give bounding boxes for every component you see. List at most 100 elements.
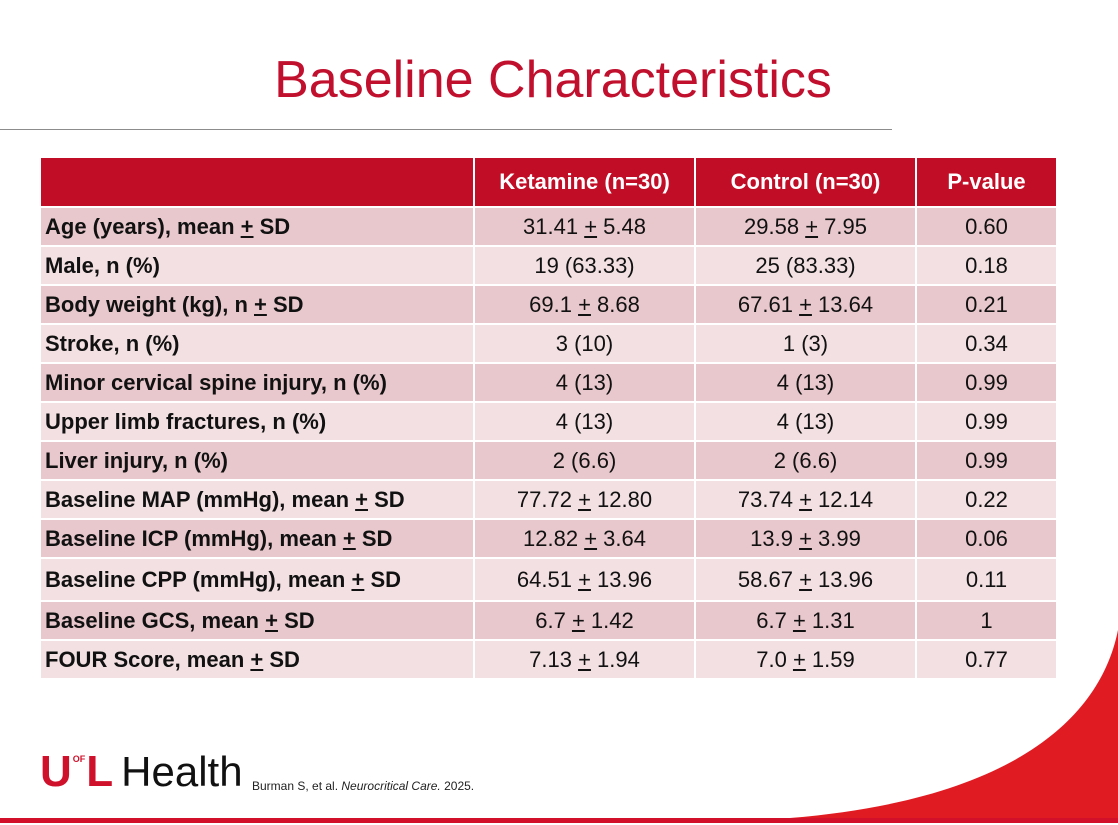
row-label: Male, n (%) bbox=[41, 247, 473, 284]
data-cell: 0.77 bbox=[917, 641, 1056, 678]
data-cell: 6.7 + 1.42 bbox=[475, 602, 694, 639]
plus-minus: + bbox=[799, 566, 812, 592]
data-cell: 1 (3) bbox=[696, 325, 915, 362]
header-cell: Ketamine (n=30) bbox=[475, 158, 694, 206]
row-label: Upper limb fractures, n (%) bbox=[41, 403, 473, 440]
logo-of: OF bbox=[72, 754, 86, 764]
table-row: Baseline ICP (mmHg), mean + SD 12.82 + 3.… bbox=[41, 520, 1056, 557]
data-cell: 29.58 + 7.95 bbox=[696, 208, 915, 245]
table-row: Liver injury, n (%) 2 (6.6) 2 (6.6) 0.99 bbox=[41, 442, 1056, 479]
citation-journal: Neurocritical Care. bbox=[341, 779, 441, 793]
plus-minus: + bbox=[805, 213, 819, 239]
data-cell: 0.99 bbox=[917, 403, 1056, 440]
table-row: Body weight (kg), n + SD 69.1 + 8.68 67.61… bbox=[41, 286, 1056, 323]
data-cell: 0.60 bbox=[917, 208, 1056, 245]
table-row: Male, n (%) 19 (63.33) 25 (83.33) 0.18 bbox=[41, 247, 1056, 284]
table-row: Age (years), mean + SD 31.41 + 5.48 29.58 … bbox=[41, 208, 1056, 245]
logo: U OF L Health bbox=[40, 747, 243, 796]
data-cell: 6.7 + 1.31 bbox=[696, 602, 915, 639]
table-row: FOUR Score, mean + SD 7.13 + 1.94 7.0 + 1.… bbox=[41, 641, 1056, 678]
plus-minus: + bbox=[578, 291, 591, 317]
logo-l: L bbox=[86, 747, 114, 796]
data-cell: 58.67 + 13.96 bbox=[696, 559, 915, 600]
table: Ketamine (n=30) Control (n=30) P-value Age… bbox=[39, 156, 1058, 680]
table-row: Baseline CPP (mmHg), mean + SD 64.51 + 13… bbox=[41, 559, 1056, 600]
plus-minus: + bbox=[578, 486, 591, 512]
data-cell: 31.41 + 5.48 bbox=[475, 208, 694, 245]
plus-minus: + bbox=[250, 646, 264, 672]
data-cell: 0.18 bbox=[917, 247, 1056, 284]
plus-minus: + bbox=[799, 486, 812, 512]
plus-minus: + bbox=[355, 486, 368, 512]
data-cell: 7.13 + 1.94 bbox=[475, 641, 694, 678]
data-cell: 0.99 bbox=[917, 442, 1056, 479]
divider bbox=[0, 129, 892, 130]
data-cell: 12.82 + 3.64 bbox=[475, 520, 694, 557]
header-cell: Control (n=30) bbox=[696, 158, 915, 206]
data-cell: 64.51 + 13.96 bbox=[475, 559, 694, 600]
table-row: Upper limb fractures, n (%) 4 (13) 4 (13) 0… bbox=[41, 403, 1056, 440]
data-cell: 0.06 bbox=[917, 520, 1056, 557]
data-cell: 0.99 bbox=[917, 364, 1056, 401]
data-cell: 4 (13) bbox=[696, 403, 915, 440]
plus-minus: + bbox=[792, 607, 806, 633]
data-cell: 4 (13) bbox=[475, 364, 694, 401]
citation-authors: Burman S, et al. bbox=[252, 779, 339, 793]
data-cell: 0.11 bbox=[917, 559, 1056, 600]
bottom-bar bbox=[0, 818, 1118, 823]
table-row: Baseline GCS, mean + SD 6.7 + 1.42 6.7 + 1… bbox=[41, 602, 1056, 639]
data-cell: 7.0 + 1.59 bbox=[696, 641, 915, 678]
logo-name: Health bbox=[121, 748, 243, 795]
data-cell: 0.21 bbox=[917, 286, 1056, 323]
data-cell: 0.22 bbox=[917, 481, 1056, 518]
row-label: Age (years), mean + SD bbox=[41, 208, 473, 245]
plus-minus: + bbox=[578, 646, 591, 672]
plus-minus: + bbox=[799, 291, 812, 317]
data-cell: 19 (63.33) bbox=[475, 247, 694, 284]
plus-minus: + bbox=[351, 566, 365, 592]
data-cell: 77.72 + 12.80 bbox=[475, 481, 694, 518]
plus-minus: + bbox=[265, 607, 278, 633]
data-cell: 13.9 + 3.99 bbox=[696, 520, 915, 557]
plus-minus: + bbox=[799, 525, 812, 551]
logo-u: U bbox=[40, 747, 72, 796]
data-cell: 4 (13) bbox=[696, 364, 915, 401]
plus-minus: + bbox=[240, 213, 254, 239]
row-label: Baseline MAP (mmHg), mean + SD bbox=[41, 481, 473, 518]
plus-minus: + bbox=[342, 525, 356, 551]
plus-minus: + bbox=[792, 646, 806, 672]
slide-title: Baseline Characteristics bbox=[274, 51, 832, 109]
row-label: Body weight (kg), n + SD bbox=[41, 286, 473, 323]
plus-minus: + bbox=[578, 566, 591, 592]
plus-minus: + bbox=[571, 607, 585, 633]
data-cell: 2 (6.6) bbox=[475, 442, 694, 479]
table-row: Minor cervical spine injury, n (%) 4 (13)… bbox=[41, 364, 1056, 401]
data-cell: 73.74 + 12.14 bbox=[696, 481, 915, 518]
row-label: Stroke, n (%) bbox=[41, 325, 473, 362]
data-cell: 3 (10) bbox=[475, 325, 694, 362]
citation-year: 2025. bbox=[444, 779, 475, 793]
data-cell: 0.34 bbox=[917, 325, 1056, 362]
table-row: Baseline MAP (mmHg), mean + SD 77.72 + 12… bbox=[41, 481, 1056, 518]
data-cell: 69.1 + 8.68 bbox=[475, 286, 694, 323]
plus-minus: + bbox=[254, 291, 267, 317]
table-row: Stroke, n (%) 3 (10) 1 (3) 0.34 bbox=[41, 325, 1056, 362]
row-label: Liver injury, n (%) bbox=[41, 442, 473, 479]
header-cell bbox=[41, 158, 473, 206]
data-cell: 4 (13) bbox=[475, 403, 694, 440]
row-label: Baseline ICP (mmHg), mean + SD bbox=[41, 520, 473, 557]
plus-minus: + bbox=[584, 213, 598, 239]
header-row: Ketamine (n=30) Control (n=30) P-value bbox=[41, 158, 1056, 206]
header-cell: P-value bbox=[917, 158, 1056, 206]
row-label: Baseline GCS, mean + SD bbox=[41, 602, 473, 639]
row-label: Baseline CPP (mmHg), mean + SD bbox=[41, 559, 473, 600]
plus-minus: + bbox=[584, 525, 598, 551]
table-body: Age (years), mean + SD 31.41 + 5.48 29.58 … bbox=[41, 208, 1056, 678]
row-label: Minor cervical spine injury, n (%) bbox=[41, 364, 473, 401]
data-cell: 25 (83.33) bbox=[696, 247, 915, 284]
data-cell: 2 (6.6) bbox=[696, 442, 915, 479]
row-label: FOUR Score, mean + SD bbox=[41, 641, 473, 678]
red-swoosh bbox=[790, 630, 1118, 818]
